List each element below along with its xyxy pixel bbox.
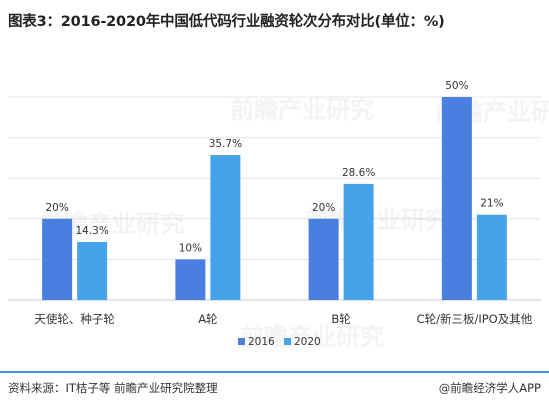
bar-2016 — [42, 218, 73, 300]
bar-2020 — [343, 183, 374, 300]
bars — [42, 97, 507, 300]
bar-2016 — [175, 259, 206, 300]
bar-2016 — [308, 218, 339, 300]
watermark-text: 前瞻产业研究 — [240, 323, 384, 351]
legend-swatch-2020 — [284, 338, 291, 345]
source-note: 资料来源：IT桔子等 前瞻产业研究院整理 — [8, 381, 218, 395]
legend-label-2020: 2020 — [294, 336, 321, 348]
watermark-text: 前瞻产业研究 — [230, 96, 374, 124]
bar-2020 — [210, 155, 241, 300]
data-label: 14.3% — [75, 225, 108, 237]
category-label: C轮/新三板/IPO及其他 — [417, 312, 533, 326]
data-label: 20% — [312, 202, 335, 214]
category-labels: 天使轮、种子轮 A轮 B轮 C轮/新三板/IPO及其他 — [34, 312, 532, 326]
brand-label: @前瞻经济学人APP — [438, 381, 541, 395]
data-label: 20% — [45, 202, 68, 214]
data-label: 10% — [179, 242, 202, 254]
legend-swatch-2016 — [238, 338, 245, 345]
bar-2020 — [476, 214, 507, 300]
data-labels: 20% 14.3% 10% 35.7% 20% 28.6% 50% 21% — [45, 80, 503, 254]
category-label: A轮 — [198, 312, 218, 326]
data-label: 28.6% — [342, 167, 375, 179]
data-label: 21% — [480, 198, 503, 210]
category-label: B轮 — [331, 312, 351, 326]
bar-2016 — [441, 97, 472, 300]
bar-2020 — [77, 241, 108, 300]
data-label: 50% — [445, 80, 468, 92]
data-label: 35.7% — [209, 138, 242, 150]
legend-label-2016: 2016 — [248, 336, 275, 348]
legend: 2016 2020 — [238, 336, 321, 348]
category-label: 天使轮、种子轮 — [34, 312, 115, 326]
footer-divider — [0, 371, 549, 373]
chart-title: 图表3：2016-2020年中国低代码行业融资轮次分布对比(单位：%) — [8, 14, 445, 30]
